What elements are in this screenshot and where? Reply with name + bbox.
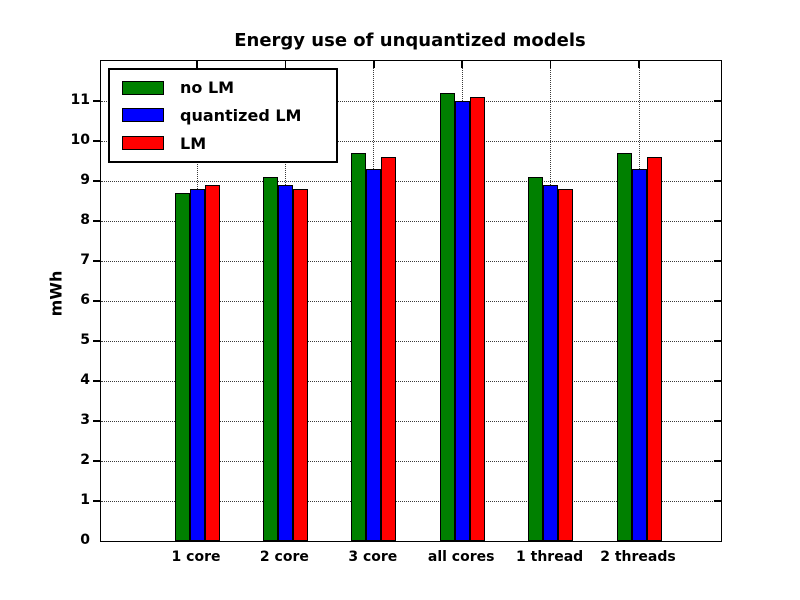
x-tick-top <box>549 61 552 68</box>
x-tick-top <box>461 61 463 68</box>
y-tick-left <box>93 380 101 382</box>
y-tick-label: 9 <box>80 172 90 188</box>
y-tick-left <box>93 220 101 222</box>
bar-lm <box>381 157 397 541</box>
bar-no-lm <box>262 177 278 541</box>
y-tick-label: 2 <box>80 452 90 468</box>
bar-no-lm <box>351 153 367 541</box>
gridline-horizontal <box>101 420 721 422</box>
gridline-horizontal <box>101 460 721 462</box>
gridline-horizontal <box>101 340 721 342</box>
x-tick-label: 3 core <box>348 549 398 565</box>
x-tick-top <box>284 61 287 68</box>
legend-label: quantized LM <box>180 105 302 125</box>
bar-quantized-lm <box>277 185 293 541</box>
chart-title: Energy use of unquantized models <box>234 30 586 51</box>
bar-no-lm <box>174 193 190 541</box>
y-tick-label: 1 <box>80 492 90 508</box>
y-tick-left <box>93 340 101 342</box>
bar-no-lm <box>616 153 632 541</box>
legend-swatch-lm <box>122 136 164 151</box>
x-tick-label: 1 core <box>171 549 221 565</box>
gridline-horizontal <box>101 220 721 222</box>
x-tick-label: 1 thread <box>516 549 584 565</box>
legend-swatch-quantized-lm <box>122 108 164 123</box>
y-tick-label: 7 <box>80 252 90 268</box>
y-tick-right <box>714 180 721 182</box>
bar-lm <box>558 189 574 541</box>
x-tick-label: 2 core <box>259 549 309 565</box>
y-tick-left <box>93 420 101 422</box>
x-tick-label: 2 threads <box>600 549 676 565</box>
legend-item: LM <box>122 134 328 153</box>
legend-item: quantized LM <box>122 106 328 125</box>
gridline-horizontal <box>101 300 721 302</box>
y-tick-left <box>93 140 101 142</box>
x-tick-top <box>373 61 375 68</box>
y-tick-right <box>714 140 721 142</box>
bar-no-lm <box>439 93 455 541</box>
y-tick-label: 4 <box>80 372 90 388</box>
legend: no LM quantized LM LM <box>108 68 338 163</box>
y-tick-left <box>93 180 101 182</box>
legend-label: LM <box>180 133 207 153</box>
y-tick-right <box>714 500 721 502</box>
x-tick-top <box>638 61 640 68</box>
y-tick-right <box>714 380 721 382</box>
y-tick-label: 6 <box>80 292 90 308</box>
bar-quantized-lm <box>631 169 647 541</box>
gridline-horizontal <box>101 100 721 102</box>
bar-quantized-lm <box>366 169 382 541</box>
plot-area <box>93 60 722 542</box>
x-tick-label: all cores <box>427 549 495 565</box>
gridline-horizontal <box>101 380 721 382</box>
gridline-horizontal <box>101 260 721 262</box>
bar-lm <box>292 189 308 541</box>
y-tick-left <box>93 500 101 502</box>
y-tick-right <box>714 100 721 102</box>
y-tick-right <box>714 300 721 302</box>
y-tick-label: 8 <box>80 212 90 228</box>
y-tick-label: 0 <box>80 532 90 548</box>
y-tick-left <box>93 260 101 262</box>
bar-lm <box>204 185 220 541</box>
y-tick-right <box>714 460 721 462</box>
gridline-horizontal <box>101 140 721 142</box>
gridline-horizontal <box>101 500 721 502</box>
y-tick-right <box>714 260 721 262</box>
y-tick-left <box>93 300 101 302</box>
bar-lm <box>469 97 485 541</box>
legend-item: no LM <box>122 78 328 97</box>
bar-no-lm <box>528 177 544 541</box>
y-tick-right <box>714 340 721 342</box>
gridline-horizontal <box>101 180 721 182</box>
y-tick-left <box>93 460 101 462</box>
y-tick-label: 3 <box>80 412 90 428</box>
bar-quantized-lm <box>189 189 205 541</box>
legend-label: no LM <box>180 78 235 98</box>
y-tick-label: 5 <box>80 332 90 348</box>
y-tick-right <box>714 420 721 422</box>
bar-lm <box>646 157 662 541</box>
y-tick-label: 11 <box>70 92 90 108</box>
bar-quantized-lm <box>454 101 470 541</box>
bar-quantized-lm <box>543 185 559 541</box>
x-tick-top <box>196 61 198 68</box>
y-tick-label: 10 <box>70 132 90 148</box>
legend-swatch-no-lm <box>122 80 164 95</box>
y-tick-left <box>93 100 101 102</box>
y-tick-right <box>714 220 721 222</box>
